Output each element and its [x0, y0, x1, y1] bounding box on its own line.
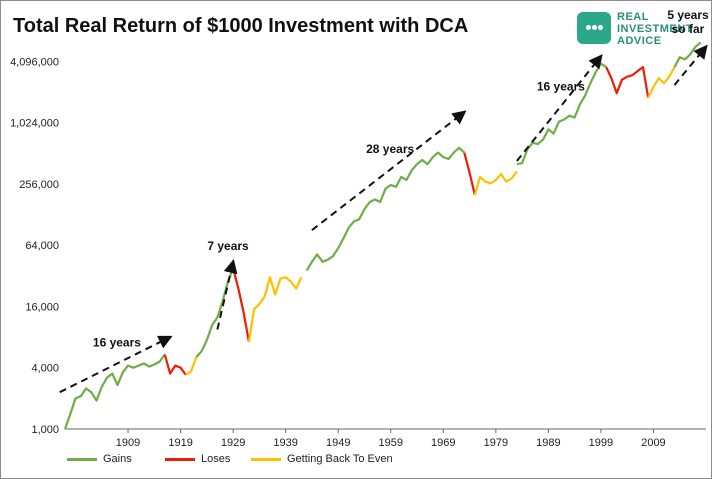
x-tick-label: 1969: [431, 437, 455, 449]
trend-arrow: [516, 54, 603, 162]
x-tick-label: 1939: [273, 437, 297, 449]
x-tick-label: 1929: [221, 437, 245, 449]
y-tick-label: 1,024,000: [10, 118, 59, 130]
legend-swatch: [67, 457, 97, 461]
series-segment-loses: [163, 354, 187, 376]
annotation-label: 5 years: [667, 8, 709, 22]
legend-label: Gains: [103, 453, 132, 465]
series-segment-getting-back-to-even: [647, 66, 676, 99]
series-segment-getting-back-to-even: [247, 276, 303, 342]
brand-logo: REAL INVESTMENT ADVICE: [575, 9, 701, 49]
legend-label: Loses: [201, 453, 231, 465]
legend-swatch: [165, 457, 195, 461]
annotation-label: 28 years: [366, 142, 414, 156]
annotation-label: 16 years: [537, 80, 585, 94]
series-segment-gains: [195, 267, 235, 358]
y-tick-label: 16,000: [25, 301, 59, 313]
trend-arrow: [673, 44, 708, 86]
x-tick-label: 1979: [484, 437, 508, 449]
y-tick-label: 4,096,000: [10, 56, 59, 68]
series-segment-getting-back-to-even: [185, 356, 198, 376]
chat-bubble-icon: [577, 12, 611, 44]
series-segment-gains: [673, 41, 702, 68]
series-segment-getting-back-to-even: [473, 170, 518, 196]
x-tick-label: 2009: [641, 437, 665, 449]
legend-item-gains: Gains: [67, 453, 132, 465]
x-tick-label: 1999: [589, 437, 613, 449]
legend-item-loses: Loses: [165, 453, 230, 465]
legend-label: Getting Back To Even: [287, 453, 393, 465]
y-tick-label: 1,000: [31, 424, 59, 436]
legend-item-getting-back-to-even: Getting Back To Even: [251, 453, 393, 465]
trend-arrow: [311, 110, 467, 231]
annotation-label: so far: [672, 22, 705, 36]
annotation-label: 7 years: [207, 239, 249, 253]
trend-arrow: [59, 335, 173, 394]
legend-swatch: [251, 457, 281, 461]
y-tick-label: 64,000: [25, 240, 59, 252]
x-tick-label: 1919: [168, 437, 192, 449]
x-tick-label: 1959: [379, 437, 403, 449]
series-segment-gains: [305, 146, 466, 272]
chart-title: Total Real Return of $1000 Investment wi…: [13, 15, 469, 37]
series-segment-gains: [63, 353, 166, 430]
y-tick-label: 256,000: [19, 179, 59, 191]
x-tick-label: 1989: [536, 437, 560, 449]
series-segment-gains: [516, 62, 607, 166]
x-tick-label: 1949: [326, 437, 350, 449]
y-tick-label: 4,000: [31, 363, 59, 375]
series-segment-loses: [463, 152, 476, 196]
x-tick-label: 1909: [116, 437, 140, 449]
annotation-label: 16 years: [93, 336, 141, 350]
series-segment-loses: [232, 267, 250, 342]
logo-text: REAL INVESTMENT ADVICE: [617, 11, 693, 47]
series-segment-loses: [605, 65, 650, 98]
